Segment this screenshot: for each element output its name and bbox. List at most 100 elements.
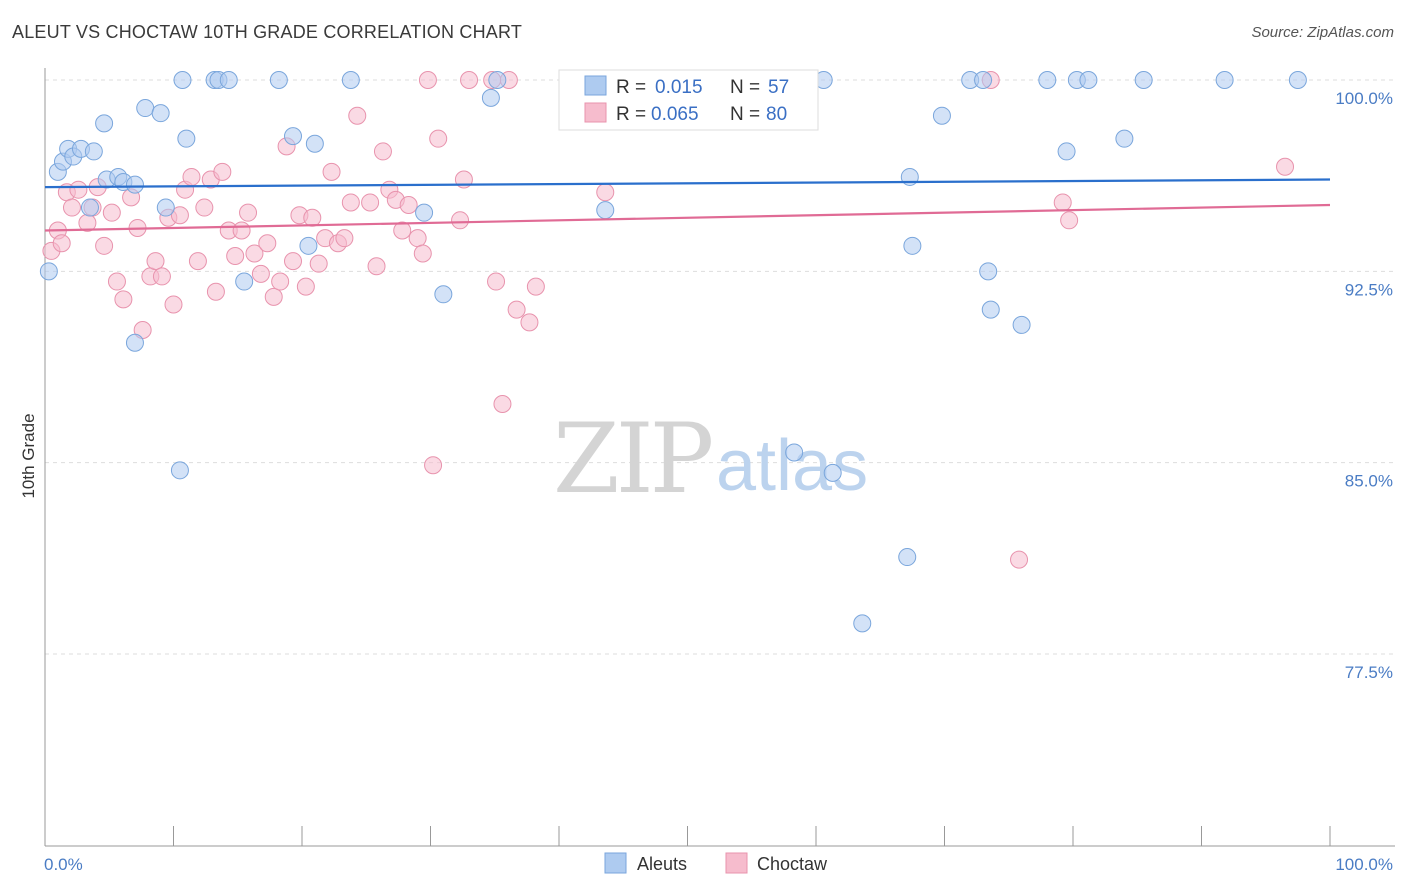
aleut-point xyxy=(95,114,114,133)
aleut-point xyxy=(415,203,434,222)
aleut-point xyxy=(1079,71,1098,89)
bottom-swatch-choctaw xyxy=(725,852,748,874)
aleut-trend-line xyxy=(44,178,1331,189)
choctaw-point xyxy=(52,234,71,253)
legend-r-label-choctaw: R = xyxy=(616,104,646,125)
x-tick-labels: 0.0% 100.0% xyxy=(44,855,1393,874)
choctaw-point xyxy=(303,208,322,227)
choctaw-point xyxy=(487,272,506,291)
aleut-point xyxy=(1057,142,1076,161)
choctaw-point xyxy=(451,211,470,230)
y-tick-label: 85.0% xyxy=(1345,472,1393,491)
legend-swatch-aleuts xyxy=(584,75,607,96)
choctaw-point xyxy=(399,196,418,215)
choctaw-point xyxy=(114,290,133,309)
choctaw-point xyxy=(271,272,290,291)
aleut-point xyxy=(981,300,1000,319)
aleut-point xyxy=(299,236,318,255)
choctaw-point xyxy=(520,313,539,332)
choctaw-point xyxy=(309,254,328,273)
legend-n-value-choctaw: 80 xyxy=(766,104,787,125)
aleut-point xyxy=(219,71,238,89)
choctaw-point xyxy=(596,183,615,202)
y-axis-title: 10th Grade xyxy=(19,413,38,498)
choctaw-point xyxy=(1276,157,1295,176)
aleut-point xyxy=(596,201,615,220)
aleut-point xyxy=(1038,71,1057,89)
aleut-point xyxy=(1115,129,1134,148)
aleut-point xyxy=(156,198,175,217)
choctaw-point xyxy=(152,267,171,286)
legend-n-value-aleuts: 57 xyxy=(768,77,789,98)
choctaw-trend-line xyxy=(44,203,1331,232)
choctaw-point xyxy=(170,206,189,225)
aleut-point xyxy=(125,175,144,194)
aleut-point xyxy=(903,236,922,255)
aleut-point xyxy=(39,262,58,281)
choctaw-point xyxy=(1060,211,1079,230)
choctaw-point xyxy=(102,203,121,222)
trend-lines xyxy=(44,178,1331,232)
choctaw-point xyxy=(69,180,88,199)
aleut-point xyxy=(1215,71,1234,89)
choctaw-point xyxy=(413,244,432,263)
aleut-point xyxy=(136,99,155,118)
choctaw-point xyxy=(341,193,360,212)
aleut-points xyxy=(39,71,1307,633)
choctaw-point xyxy=(213,162,232,181)
choctaw-point xyxy=(335,229,354,248)
aleut-point xyxy=(341,71,360,89)
choctaw-point xyxy=(373,142,392,161)
aleut-point xyxy=(269,71,288,89)
choctaw-point xyxy=(188,252,207,271)
choctaw-point xyxy=(361,193,380,212)
gridlines xyxy=(45,79,1395,655)
choctaw-point xyxy=(408,229,427,248)
aleut-point xyxy=(173,71,192,89)
aleut-point xyxy=(125,333,144,352)
bottom-swatch-aleuts xyxy=(604,852,627,874)
aleut-point xyxy=(481,88,500,107)
y-tick-labels: 77.5% 85.0% 92.5% 100.0% xyxy=(1335,89,1393,682)
choctaw-point xyxy=(164,295,183,314)
legend-swatch-choctaw xyxy=(584,102,607,123)
aleut-point xyxy=(823,463,842,482)
y-tick-label: 92.5% xyxy=(1345,280,1393,299)
aleut-point xyxy=(979,262,998,281)
choctaw-point xyxy=(322,162,341,181)
aleut-point xyxy=(488,71,507,89)
x-tick-label-end: 100.0% xyxy=(1335,855,1393,874)
choctaw-point xyxy=(146,252,165,271)
aleut-point xyxy=(434,285,453,304)
aleut-point xyxy=(1012,315,1031,334)
aleut-point xyxy=(932,106,951,125)
aleut-point xyxy=(305,134,324,153)
aleut-point xyxy=(284,127,303,146)
aleut-point xyxy=(898,548,917,567)
series-legend: Aleuts Choctaw xyxy=(604,852,828,874)
choctaw-point xyxy=(507,300,526,319)
choctaw-point xyxy=(493,394,512,413)
choctaw-point xyxy=(296,277,315,296)
legend-n-label-choctaw: N = xyxy=(730,104,760,125)
aleut-point xyxy=(235,272,254,291)
choctaw-point xyxy=(95,236,114,255)
legend-r-label-aleuts: R = xyxy=(616,77,646,98)
choctaw-point xyxy=(182,167,201,186)
aleut-point xyxy=(1134,71,1153,89)
choctaw-point xyxy=(251,264,270,283)
choctaw-point xyxy=(367,257,386,276)
y-tick-label: 100.0% xyxy=(1335,89,1393,108)
choctaw-point xyxy=(232,221,251,240)
stats-legend: R = 0.015 N = 57 R = 0.065 N = 80 xyxy=(558,69,819,131)
choctaw-point xyxy=(258,234,277,253)
choctaw-point xyxy=(245,244,264,263)
choctaw-point xyxy=(264,287,283,306)
aleut-point xyxy=(853,614,872,633)
aleut-point xyxy=(151,104,170,123)
aleut-point xyxy=(1288,71,1307,89)
choctaw-point xyxy=(206,282,225,301)
watermark-zip: ZIP xyxy=(553,403,712,515)
choctaw-point xyxy=(195,198,214,217)
aleut-point xyxy=(974,71,993,89)
